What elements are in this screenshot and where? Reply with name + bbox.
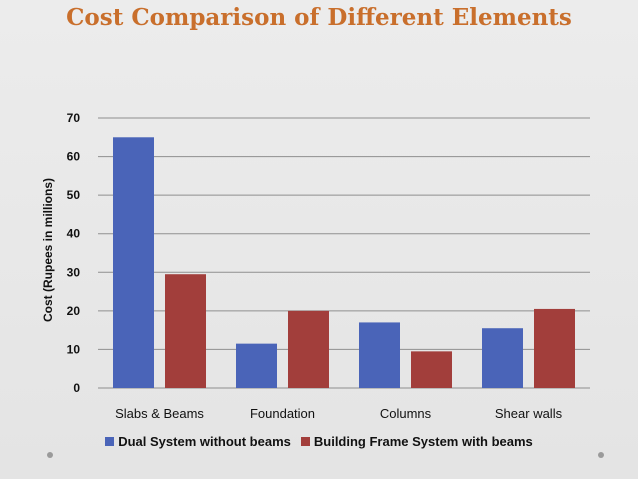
bar-dual-0 xyxy=(113,137,154,388)
legend-item-frame: Building Frame System with beams xyxy=(300,434,533,449)
x-category-label: Foundation xyxy=(250,406,315,421)
x-category-label: Columns xyxy=(380,406,432,421)
legend-label-dual: Dual System without beams xyxy=(118,434,291,449)
bar-dual-2 xyxy=(359,322,400,388)
y-axis-ticks: 0 10 20 30 40 50 60 70 xyxy=(67,111,81,395)
y-tick-label: 0 xyxy=(73,381,80,395)
legend-swatch-dual xyxy=(105,437,115,446)
x-category-label: Shear walls xyxy=(495,406,563,421)
y-axis-label: Cost (Rupees in millions) xyxy=(41,178,55,322)
y-tick-label: 50 xyxy=(67,188,81,202)
y-tick-label: 60 xyxy=(67,150,81,164)
bar-frame-2 xyxy=(411,351,452,388)
y-tick-label: 30 xyxy=(67,265,81,279)
legend: Dual System without beams Building Frame… xyxy=(0,434,638,449)
y-tick-label: 40 xyxy=(67,227,81,241)
y-tick-label: 20 xyxy=(67,304,81,318)
x-category-label: Slabs & Beams xyxy=(115,406,204,421)
bar-frame-1 xyxy=(288,310,329,388)
legend-swatch-frame xyxy=(300,437,310,446)
legend-label-frame: Building Frame System with beams xyxy=(313,434,533,449)
legend-item-dual: Dual System without beams xyxy=(105,434,291,449)
y-tick-label: 70 xyxy=(67,111,81,125)
bar-frame-3 xyxy=(534,308,575,388)
bars xyxy=(113,137,575,388)
y-tick-label: 10 xyxy=(67,342,81,356)
bar-frame-0 xyxy=(165,274,206,388)
x-axis-categories: Slabs & Beams Foundation Columns Shear wall… xyxy=(115,406,563,421)
decor-dot-left xyxy=(47,452,53,458)
bar-dual-1 xyxy=(236,343,277,388)
bar-dual-3 xyxy=(482,328,523,388)
decor-dot-right xyxy=(598,452,604,458)
chart-title: Cost Comparison of Different Elements xyxy=(66,4,572,31)
